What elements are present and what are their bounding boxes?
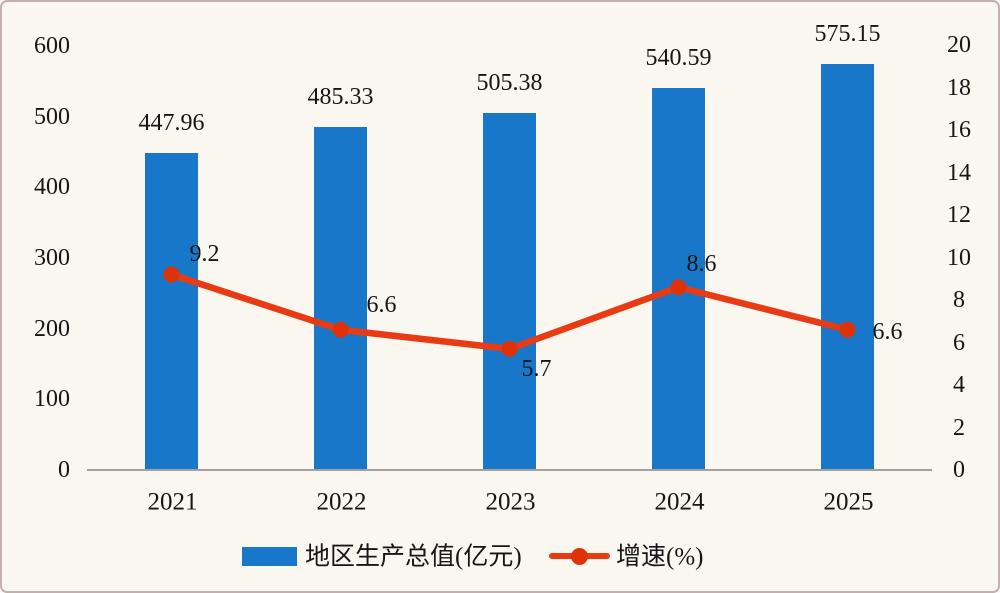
- left-axis-tick: 300: [34, 245, 70, 271]
- line-point-2025: [839, 321, 856, 338]
- bar-2025: [821, 63, 874, 470]
- left-axis-tick: 0: [58, 457, 70, 483]
- right-axis-tick: 10: [947, 244, 971, 271]
- right-axis-tick: 4: [953, 372, 965, 398]
- right-axis-tick: 18: [947, 74, 971, 101]
- bar-value-label: 485.33: [307, 84, 374, 111]
- x-axis-label-2022: 2022: [316, 488, 367, 516]
- right-axis-tick: 12: [947, 202, 971, 228]
- bar-value-label: 575.15: [814, 20, 881, 47]
- x-axis-label-2023: 2023: [485, 488, 536, 516]
- growth-rate-line: [168, 271, 851, 353]
- left-axis-tick: 600: [34, 33, 70, 59]
- left-axis-tick: 400: [34, 174, 70, 201]
- bar-value-label: 505.38: [476, 69, 543, 96]
- right-axis-tick: 0: [953, 457, 965, 483]
- legend-bar-swatch: [242, 547, 297, 566]
- line-point-2021: [163, 266, 180, 283]
- bar-2022: [314, 127, 367, 470]
- left-axis-tick: 200: [34, 315, 70, 342]
- bar-value-label: 540.59: [645, 44, 712, 71]
- line-point-2023: [501, 340, 518, 357]
- line-value-label: 8.6: [686, 251, 717, 278]
- bar-value-label: 447.96: [138, 110, 205, 137]
- x-axis-label-2025: 2025: [823, 488, 874, 516]
- legend-label-gdp: 地区生产总值(亿元): [305, 543, 522, 571]
- right-axis-tick: 14: [947, 159, 971, 186]
- legend-label-growth: 增速(%): [616, 543, 704, 571]
- left-axis-tick: 500: [34, 103, 70, 130]
- right-axis-tick: 8: [953, 287, 965, 313]
- x-axis-line: [87, 469, 932, 471]
- line-value-label: 9.2: [189, 240, 220, 267]
- right-axis-tick: 6: [953, 329, 965, 356]
- line-point-2022: [332, 321, 349, 338]
- line-point-2024: [670, 279, 687, 296]
- bar-2021: [145, 153, 198, 470]
- right-axis-tick: 20: [947, 32, 971, 58]
- x-axis-label-2021: 2021: [147, 488, 198, 516]
- left-axis-tick: 100: [34, 386, 70, 413]
- right-axis-tick: 16: [947, 117, 971, 143]
- right-axis-tick: 2: [953, 414, 965, 441]
- bar-2024: [652, 87, 705, 470]
- legend-line-dot: [571, 548, 588, 565]
- bar-2023: [483, 112, 536, 470]
- x-axis-label-2024: 2024: [654, 488, 705, 516]
- line-value-label: 6.6: [366, 291, 397, 318]
- line-value-label: 5.7: [521, 355, 552, 382]
- line-value-label: 6.6: [872, 318, 903, 345]
